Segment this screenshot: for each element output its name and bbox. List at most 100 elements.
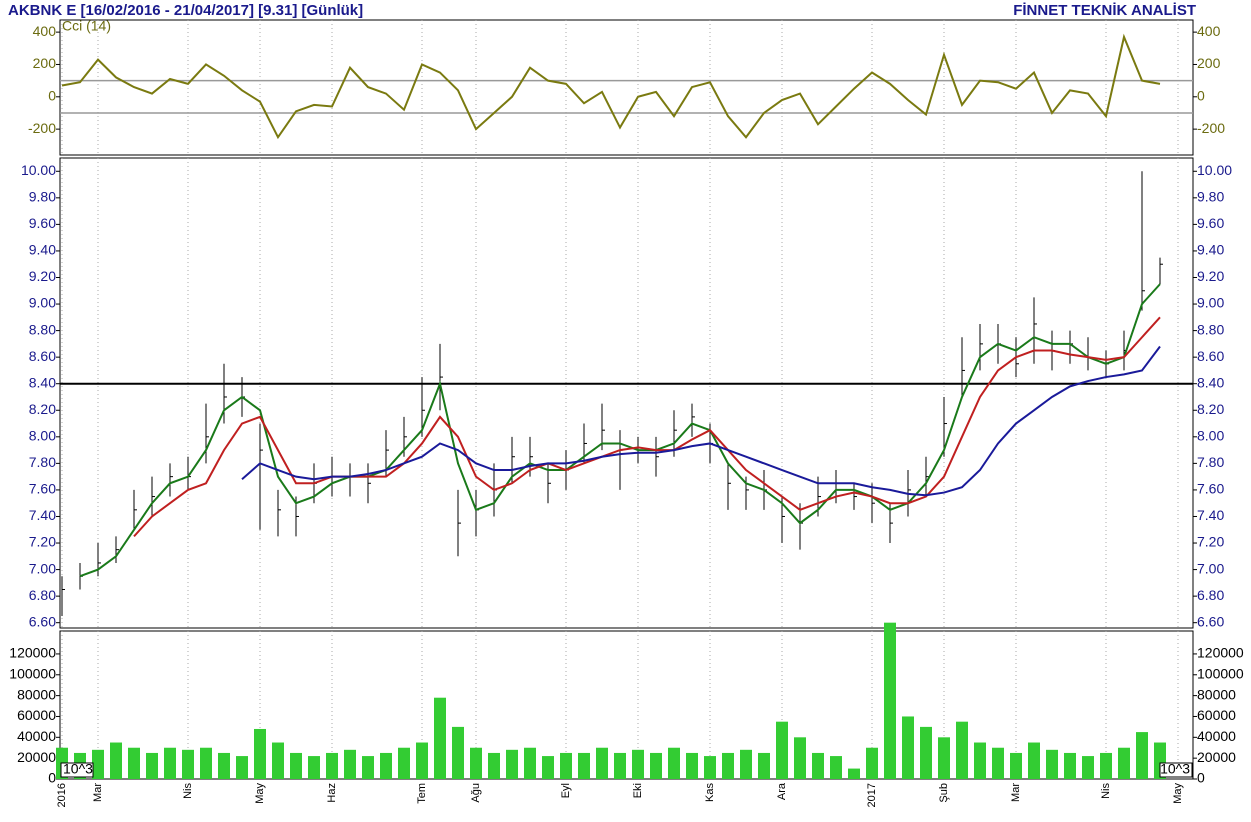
- bar: [938, 737, 950, 779]
- bar: [470, 747, 482, 779]
- x-tick-label: Mar: [1010, 783, 1022, 802]
- y-tick-label: 7.20: [1197, 534, 1224, 550]
- y-tick-label: 60000: [17, 707, 56, 723]
- bar: [326, 752, 338, 779]
- x-tick-label: Ara: [776, 782, 788, 800]
- y-tick-label: 80000: [1197, 686, 1236, 702]
- bar: [866, 747, 878, 779]
- y-tick-label: 40000: [1197, 728, 1236, 744]
- y-tick-label: 6.60: [1197, 613, 1224, 629]
- chart-title: AKBNK E [16/02/2016 - 21/04/2017] [9.31]…: [8, 2, 363, 19]
- line: [61, 33, 1161, 140]
- bar: [1100, 752, 1112, 779]
- brand: FİNNET TEKNİK ANALİST: [1013, 2, 1196, 19]
- y-tick-label: 0: [48, 770, 56, 786]
- y-tick-label: 7.00: [29, 560, 56, 576]
- y-tick-label: 8.60: [1197, 348, 1224, 364]
- line: [79, 283, 1161, 578]
- unit-box: [60, 762, 94, 778]
- x-tick-label: Nis: [1100, 783, 1112, 799]
- bar: [488, 752, 500, 779]
- bar: [1118, 747, 1130, 779]
- bar: [254, 728, 266, 779]
- bar: [236, 756, 248, 779]
- bar: [758, 752, 770, 779]
- bar: [182, 749, 194, 779]
- bar: [362, 756, 374, 779]
- x-tick-label: Tem: [416, 783, 428, 804]
- y-tick-label: 100000: [1197, 665, 1244, 681]
- bar: [542, 756, 554, 779]
- panel: 6.60 6.60 6.80 6.80 7.00 7.00 7.20 7.20 7.40 7.40…: [21, 157, 1232, 629]
- unit-label: 10^3: [63, 761, 93, 777]
- bar: [740, 749, 752, 779]
- panel-frame: [59, 630, 1194, 780]
- y-tick-label: 7.60: [29, 481, 56, 497]
- y-tick-label: 80000: [17, 686, 56, 702]
- y-tick-label: 7.40: [29, 507, 56, 523]
- bar: [1028, 742, 1040, 779]
- bar: [704, 756, 716, 779]
- bar: [398, 747, 410, 779]
- bar: [452, 726, 464, 779]
- bar: [1064, 752, 1076, 779]
- y-tick-label: 9.80: [1197, 189, 1224, 205]
- y-tick-label: 400: [33, 23, 57, 39]
- y-tick-label: 7.80: [1197, 454, 1224, 470]
- bar: [1136, 732, 1148, 779]
- y-tick-label: 8.00: [29, 428, 56, 444]
- bar: [380, 752, 392, 779]
- bar: [416, 742, 428, 779]
- bar: [812, 752, 824, 779]
- x-tick-label: Kas: [704, 783, 716, 802]
- panel-label: Cci (14): [62, 18, 111, 34]
- y-tick-label: 20000: [1197, 749, 1236, 765]
- y-tick-label: 6.60: [29, 613, 56, 629]
- y-tick-label: 9.40: [29, 242, 56, 258]
- y-tick-label: 8.40: [1197, 374, 1224, 390]
- y-tick-label: 120000: [9, 645, 56, 661]
- bar: [776, 721, 788, 779]
- y-tick-label: 40000: [17, 728, 56, 744]
- panel-frame: [59, 157, 1194, 629]
- y-tick-label: 10.00: [21, 162, 56, 178]
- bar: [506, 749, 518, 779]
- y-tick-label: 9.80: [29, 189, 56, 205]
- bar: [974, 742, 986, 779]
- y-tick-label: 10.00: [1197, 162, 1232, 178]
- bar: [668, 747, 680, 779]
- y-tick-label: 9.20: [29, 268, 56, 284]
- panel: -200 -200 0 0 200 200 400 400 Cci (14): [28, 18, 1225, 156]
- bar: [956, 721, 968, 779]
- y-tick-label: 20000: [17, 749, 56, 765]
- bar: [1010, 752, 1022, 779]
- bar: [272, 742, 284, 779]
- bar: [1082, 756, 1094, 779]
- bar: [794, 737, 806, 779]
- bar: [434, 697, 446, 779]
- x-tick-label: Nis: [182, 783, 194, 799]
- y-tick-label: 6.80: [29, 587, 56, 603]
- y-tick-label: 7.20: [29, 534, 56, 550]
- bar: [308, 756, 320, 779]
- y-tick-label: 0: [48, 87, 56, 103]
- y-tick-label: -200: [1197, 120, 1225, 136]
- y-tick-label: 120000: [1197, 645, 1244, 661]
- y-tick-label: 7.80: [29, 454, 56, 470]
- y-tick-label: 8.00: [1197, 428, 1224, 444]
- x-tick-label: Şub: [938, 783, 950, 803]
- y-tick-label: 8.20: [1197, 401, 1224, 417]
- y-tick-label: 60000: [1197, 707, 1236, 723]
- y-tick-label: 100000: [9, 665, 56, 681]
- bar: [848, 768, 860, 779]
- y-tick-label: 9.00: [29, 295, 56, 311]
- y-tick-label: 9.40: [1197, 242, 1224, 258]
- y-tick-label: -200: [28, 120, 56, 136]
- x-tick-label: Haz: [326, 783, 338, 803]
- y-tick-label: 9.00: [1197, 295, 1224, 311]
- y-tick-label: 8.60: [29, 348, 56, 364]
- bar: [578, 752, 590, 779]
- y-tick-label: 8.80: [1197, 321, 1224, 337]
- bar: [686, 752, 698, 779]
